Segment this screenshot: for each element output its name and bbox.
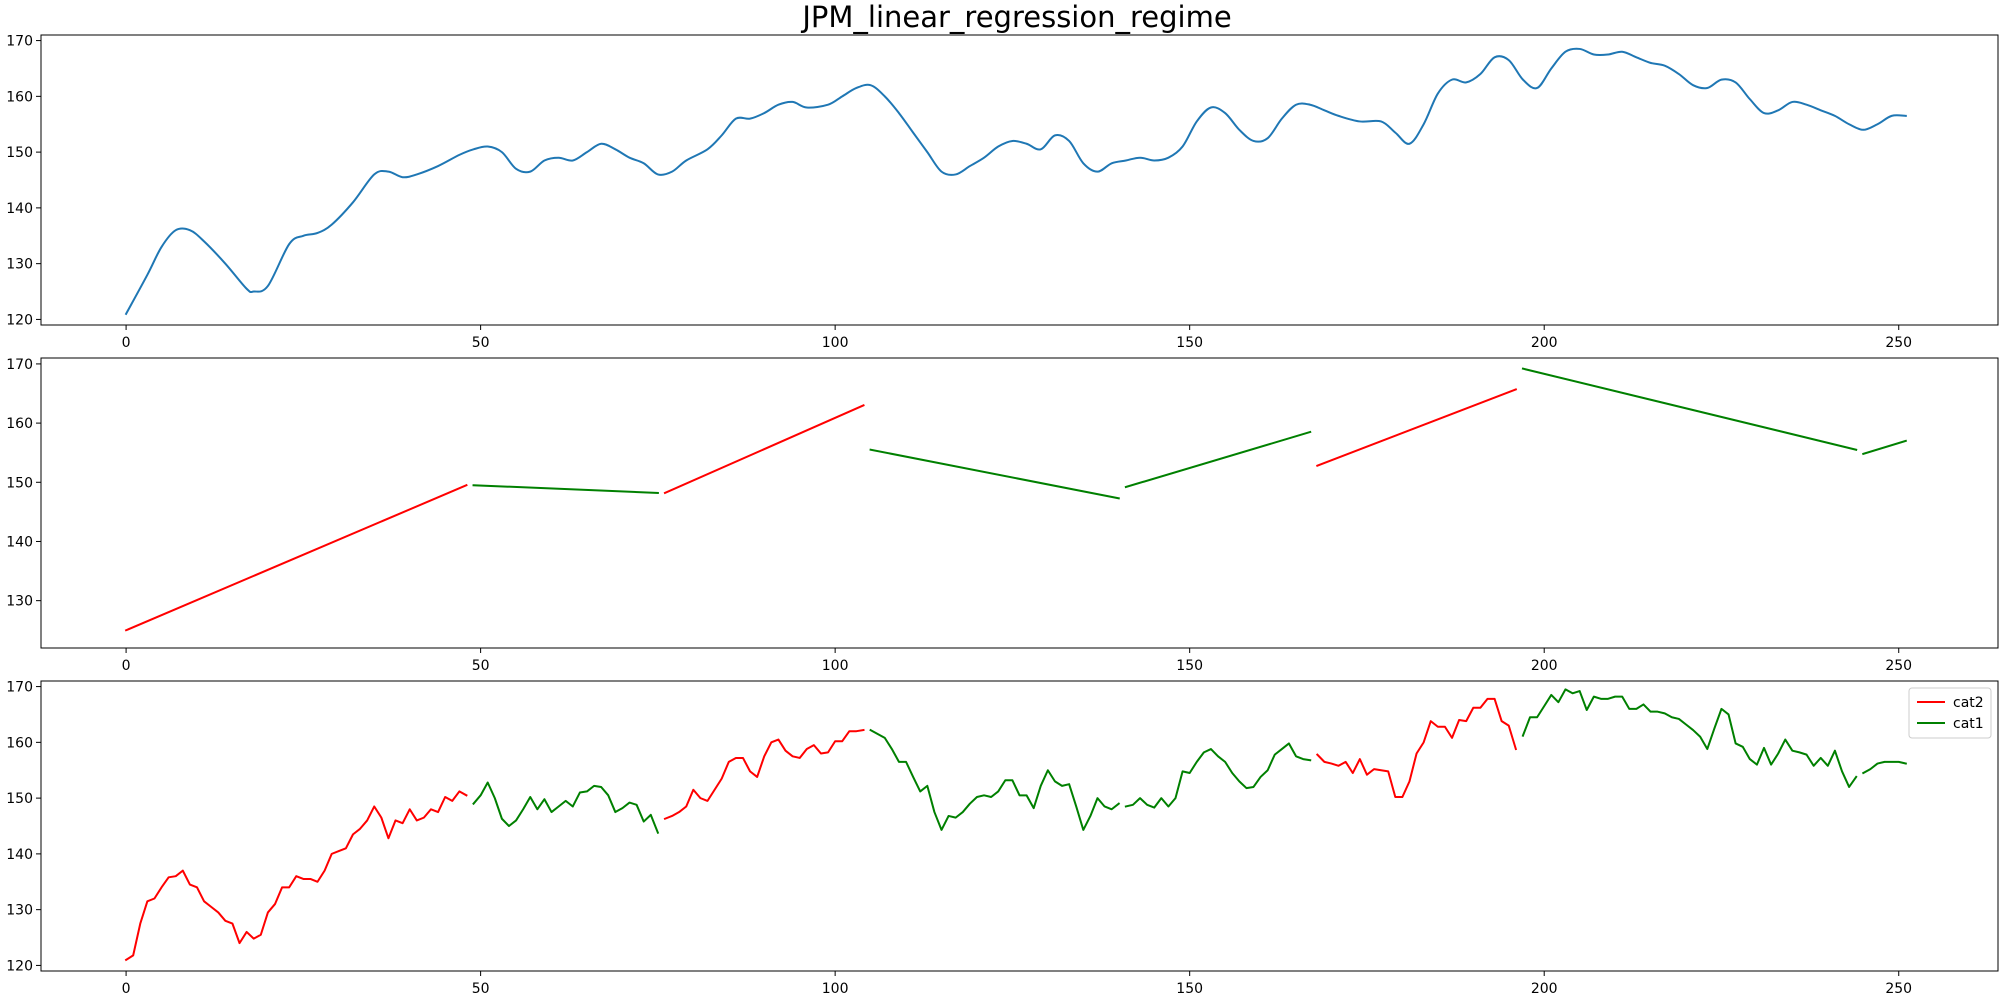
y-tick-label: 130 [6, 257, 33, 273]
y-tick-label: 170 [6, 680, 33, 696]
axes-frame [40, 357, 1999, 649]
x-tick-label: 250 [1885, 335, 1912, 351]
y-tick-label: 160 [6, 89, 33, 105]
series-line-cat2-1 [124, 790, 468, 962]
legend: cat2 cat1 [1908, 687, 1992, 739]
axes-frame [40, 680, 1999, 972]
series-line-cat1-2 [472, 781, 660, 834]
subplot-1: 0 50 100 150 200 250 120 130 140 150 160 170 [6, 34, 1999, 351]
x-tick-label: 100 [822, 981, 849, 997]
y-tick-label: 160 [6, 735, 33, 751]
y-tick-label: 170 [6, 357, 33, 373]
series-line-cat1-5 [1124, 430, 1312, 489]
y-tick-label: 160 [6, 416, 33, 432]
y-tick-label: 120 [6, 312, 33, 328]
x-tick-label: 150 [1176, 335, 1203, 351]
y-tick-label: 150 [6, 791, 33, 807]
subplot-2: 0 50 100 150 200 250 130 140 150 160 170 [6, 357, 1999, 674]
y-tick-label: 120 [6, 958, 33, 974]
x-tick-label: 50 [472, 981, 490, 997]
y-tick-label: 140 [6, 534, 33, 550]
y-tick-label: 150 [6, 145, 33, 161]
legend-label-cat1: cat1 [1953, 716, 1984, 732]
x-tick-label: 150 [1176, 658, 1203, 674]
series-line-cat1-5 [1124, 742, 1312, 809]
series-line-cat1-7 [1521, 688, 1858, 788]
y-tick-label: 150 [6, 475, 33, 491]
series-line-price-1 [124, 47, 1907, 316]
x-tick-label: 0 [122, 658, 131, 674]
series-line-cat2-6 [1316, 388, 1518, 468]
x-tick-label: 0 [122, 335, 131, 351]
x-tick-label: 250 [1885, 981, 1912, 997]
x-tick-label: 100 [822, 658, 849, 674]
series-line-cat1-8 [1862, 439, 1908, 456]
x-tick-label: 250 [1885, 658, 1912, 674]
x-tick-label: 100 [822, 335, 849, 351]
y-tick-label: 130 [6, 903, 33, 919]
series-line-cat1-7 [1521, 367, 1858, 451]
x-tick-label: 50 [472, 335, 490, 351]
series-line-cat1-8 [1861, 760, 1908, 775]
chart-title: JPM_linear_regression_regime [802, 0, 1232, 34]
y-tick-label: 140 [6, 201, 33, 217]
y-tick-label: 130 [6, 594, 33, 610]
series-line-cat1-4 [869, 448, 1120, 500]
x-tick-label: 150 [1176, 981, 1203, 997]
x-tick-label: 0 [122, 981, 131, 997]
legend-frame [1908, 687, 1992, 739]
series-line-cat2-1 [124, 483, 468, 632]
subplot-3: 0 50 100 150 200 250120130140150160170cat2cat… [6, 680, 1999, 997]
legend-label-cat2: cat2 [1953, 695, 1984, 711]
series-line-cat2-3 [663, 404, 865, 495]
x-tick-label: 200 [1531, 335, 1558, 351]
series-line-cat1-2 [472, 484, 659, 494]
axes-frame [40, 34, 1999, 326]
y-tick-label: 140 [6, 847, 33, 863]
x-tick-label: 200 [1531, 658, 1558, 674]
series-line-cat2-6 [1315, 697, 1518, 798]
x-tick-label: 50 [472, 658, 490, 674]
series-line-cat2-3 [663, 728, 865, 821]
y-tick-label: 170 [6, 34, 33, 50]
x-tick-label: 200 [1531, 981, 1558, 997]
series-line-cat1-4 [869, 728, 1121, 831]
